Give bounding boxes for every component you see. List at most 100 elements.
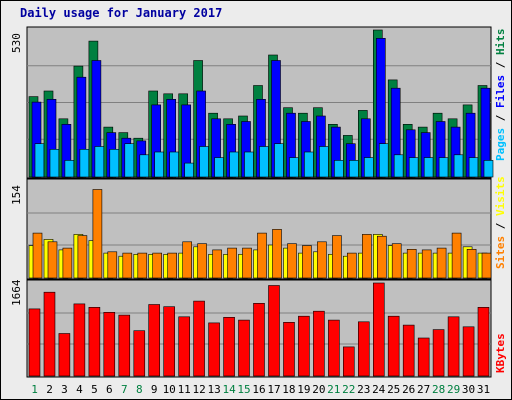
kbytes-bar (43, 291, 56, 377)
pages-bar (244, 151, 254, 178)
pages-bar (274, 143, 284, 178)
day-label: 21 (327, 383, 340, 396)
day-label: 26 (402, 383, 415, 396)
sites-bar (77, 235, 88, 279)
pages-bar (348, 160, 359, 178)
kbytes-bar (133, 330, 146, 377)
day-label: 28 (432, 383, 445, 396)
pages-bar (334, 160, 344, 178)
kbytes-bar (118, 314, 131, 377)
sites-bar (137, 252, 148, 279)
kbytes-bar (417, 337, 430, 377)
sites-bar (406, 249, 417, 279)
sites-bar (332, 235, 342, 279)
sites-bar (227, 247, 237, 279)
sites-axis-max-label: 154 (10, 185, 23, 205)
kbytes-bar (432, 329, 445, 377)
kbytes-bar (88, 306, 101, 377)
hits-files-pages-legend: Pages / Files / Hits (494, 29, 507, 162)
sites-bar (47, 241, 58, 279)
legend-entry-kbytes: KBytes (494, 333, 507, 373)
day-label: 17 (267, 383, 280, 396)
pages-bar (34, 143, 45, 178)
sites-bar (287, 243, 297, 279)
pages-bar (124, 143, 135, 178)
sites-bar (92, 189, 103, 279)
sites-visits-panel (26, 178, 492, 280)
pages-bar (154, 151, 164, 178)
day-label: 18 (282, 383, 295, 396)
pages-bar (423, 157, 434, 178)
pages-bar (304, 151, 314, 178)
pages-bar (109, 149, 120, 178)
pages-bar (393, 154, 404, 178)
sites-bar (167, 252, 177, 279)
pages-bar (259, 146, 269, 178)
pages-bar (483, 160, 494, 178)
kbytes-axis-max-label: 1664 (10, 279, 23, 306)
sites-bar (107, 251, 118, 279)
day-label: 16 (252, 383, 265, 396)
pages-bar (139, 154, 150, 178)
pages-bar (229, 151, 239, 178)
kbytes-bar (402, 324, 415, 377)
legend-separator: / (494, 55, 507, 75)
pages-bar (289, 157, 299, 178)
sites-bar (317, 241, 327, 279)
hits-axis-max-label: 530 (10, 33, 23, 53)
legend-entry-sites: Sites (494, 236, 507, 269)
day-label: 14 (222, 383, 236, 396)
kbytes-bar (178, 316, 190, 377)
day-label: 3 (61, 383, 68, 396)
day-label: 4 (76, 383, 83, 396)
kbytes-bar (342, 346, 355, 377)
kbytes-bar (298, 315, 310, 377)
sites-bar (62, 247, 73, 279)
sites-bar (346, 252, 357, 279)
kbytes-bar (208, 322, 220, 377)
kbytes-bar (28, 308, 41, 377)
day-label: 10 (163, 383, 176, 396)
legend-entry-pages: Pages (494, 128, 507, 161)
day-axis-labels: 1 2 3 4 5 6 7 8 9 10 11 12 13 14 15 16 17 18 19 20 21 22 23 24 2… (31, 383, 490, 396)
day-label: 2 (46, 383, 53, 396)
kbytes-bar (193, 300, 205, 377)
day-label: 19 (297, 383, 310, 396)
day-label: 15 (237, 383, 250, 396)
kbytes-bar (73, 303, 86, 377)
sites-bar (272, 229, 282, 279)
day-label: 30 (462, 383, 475, 396)
kbytes-bar (462, 326, 475, 377)
pages-bar (468, 157, 479, 178)
day-label: 8 (136, 383, 143, 396)
day-label: 23 (357, 383, 370, 396)
kbytes-bar (477, 306, 490, 377)
sites-bar (152, 252, 162, 279)
kbytes-bar (58, 333, 71, 377)
day-label: 22 (342, 383, 355, 396)
sites-bar (391, 243, 402, 279)
kbytes-bar (387, 315, 400, 377)
pages-bar (363, 157, 374, 178)
sites-bar (436, 247, 447, 279)
kbytes-bar (163, 306, 175, 377)
kbytes-bar (223, 316, 235, 377)
kbytes-bar (283, 321, 295, 377)
day-label: 11 (178, 383, 191, 396)
sites-bar (242, 247, 252, 279)
sites-bar (32, 232, 43, 279)
day-label: 24 (372, 383, 386, 396)
sites-visits-legend: Sites / Visits (494, 176, 507, 269)
kbytes-bar (238, 319, 250, 377)
legend-text: KBytes (494, 333, 507, 373)
hits-files-pages-panel (26, 26, 494, 179)
sites-bar (212, 249, 222, 279)
sites-bar (197, 243, 207, 279)
day-label: 6 (106, 383, 113, 396)
pages-bar (408, 157, 419, 178)
sites-bar (302, 245, 312, 279)
pages-bar (378, 143, 389, 178)
pages-bar (453, 154, 464, 178)
sites-bar (122, 252, 133, 279)
